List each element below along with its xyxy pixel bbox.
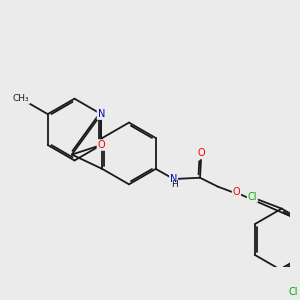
Text: CH₃: CH₃ bbox=[13, 94, 29, 103]
Text: O: O bbox=[197, 148, 205, 158]
Text: N: N bbox=[98, 109, 105, 119]
Text: N: N bbox=[170, 174, 177, 184]
Text: O: O bbox=[232, 187, 240, 197]
Text: O: O bbox=[98, 140, 105, 150]
Text: Cl: Cl bbox=[248, 192, 257, 202]
Text: H: H bbox=[171, 180, 178, 189]
Text: Cl: Cl bbox=[288, 287, 298, 297]
